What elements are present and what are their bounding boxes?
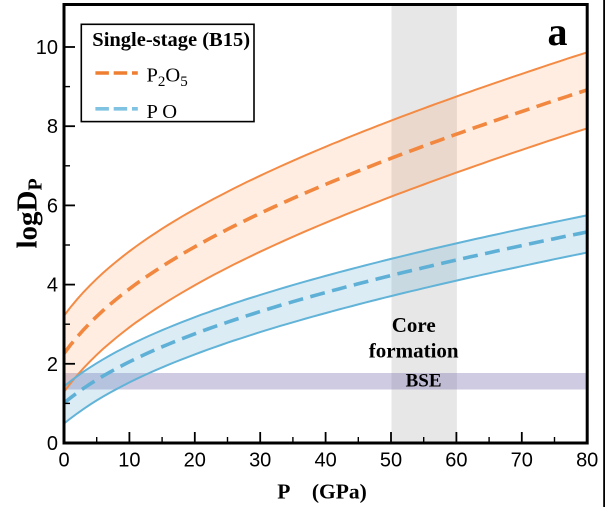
svg-text:2: 2 (47, 354, 58, 376)
svg-text:P O: P O (147, 101, 178, 123)
svg-text:80: 80 (576, 450, 598, 472)
svg-text:0: 0 (47, 433, 58, 455)
svg-text:4: 4 (47, 275, 58, 297)
svg-text:Core: Core (392, 313, 436, 337)
svg-text:60: 60 (445, 450, 467, 472)
svg-text:Single-stage (B15): Single-stage (B15) (92, 29, 250, 51)
svg-text:6: 6 (47, 195, 58, 217)
svg-text:8: 8 (47, 116, 58, 138)
svg-text:20: 20 (184, 450, 206, 472)
svg-text:40: 40 (314, 450, 336, 472)
svg-text:a: a (548, 9, 568, 54)
svg-text:30: 30 (249, 450, 271, 472)
svg-text:P2O5: P2O5 (147, 64, 188, 90)
svg-text:formation: formation (369, 339, 459, 363)
svg-text:10: 10 (118, 450, 140, 472)
svg-text:50: 50 (380, 450, 402, 472)
svg-text:70: 70 (511, 450, 533, 472)
svg-text:P (GPa): P (GPa) (277, 479, 367, 503)
svg-text:0: 0 (58, 450, 69, 472)
svg-text:BSE: BSE (406, 371, 442, 392)
svg-text:10: 10 (36, 37, 58, 59)
